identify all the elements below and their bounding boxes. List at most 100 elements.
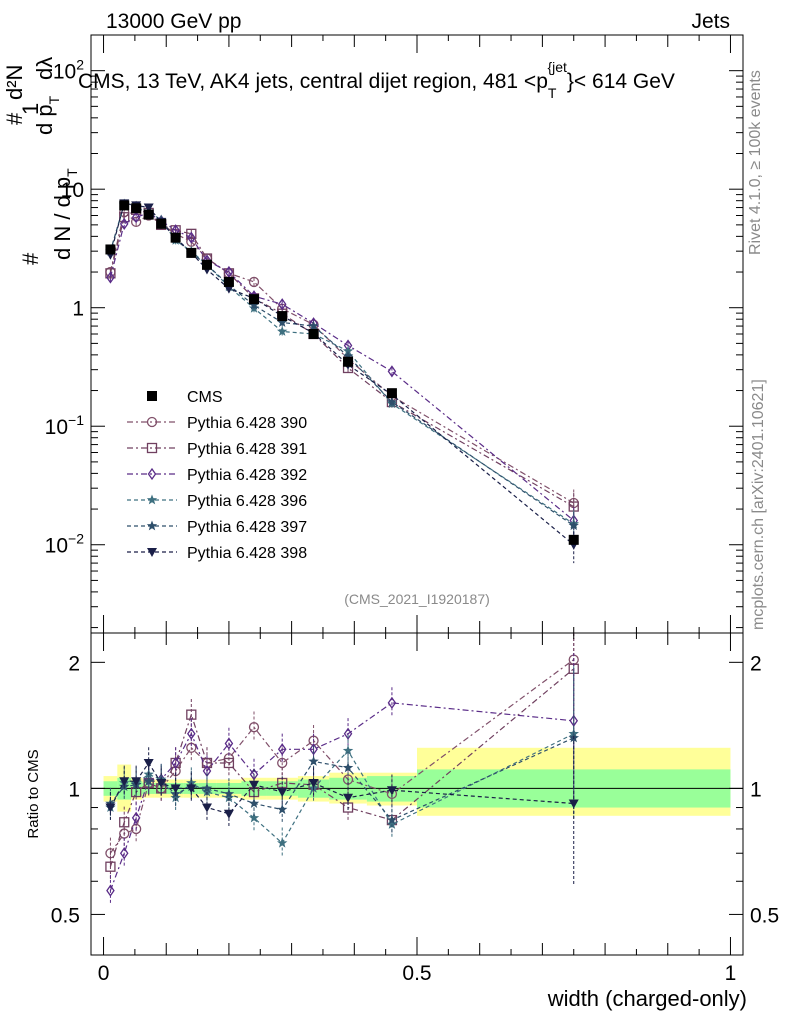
- cms-data-point: [201, 259, 212, 270]
- main-series-point: [248, 276, 260, 288]
- ratio-series-point: [343, 727, 353, 740]
- y-label-dpt: d pT: [32, 95, 62, 135]
- x-tick-label: 0.5: [402, 962, 431, 985]
- ratio-series-point: [131, 811, 141, 825]
- main-series-point: [248, 299, 260, 310]
- main-y-tick-label: 1: [72, 298, 84, 321]
- ratio-series-point: [156, 778, 167, 788]
- legend-marker: [146, 442, 158, 454]
- ratio-series-point: [248, 812, 260, 823]
- legend-entry: CMS: [147, 389, 223, 406]
- ratio-series-point: [223, 792, 235, 803]
- ratio-series-point: [119, 777, 130, 787]
- legend-entry: Pythia 6.428 398: [127, 545, 307, 562]
- ratio-y-tick-label-right: 0.5: [750, 904, 779, 927]
- ratio-y-tick-label: 2: [68, 652, 80, 675]
- main-series-point: [277, 317, 288, 327]
- legend-label: Pythia 6.428 398: [187, 545, 307, 562]
- ratio-series-point: [223, 809, 234, 819]
- ratio-series-point: [186, 784, 197, 794]
- legend-label: Pythia 6.428 391: [187, 441, 307, 458]
- ratio-series-point: [143, 775, 154, 786]
- legend-marker: [146, 520, 158, 531]
- ratio-series-point: [342, 745, 354, 756]
- ratio-series-point: [568, 799, 579, 809]
- cms-data-point: [156, 218, 167, 229]
- main-series-point: [143, 203, 154, 213]
- ratio-series-point: [223, 788, 235, 799]
- ratio-series-point: [170, 792, 181, 803]
- ratio-series-point: [308, 778, 319, 788]
- legend-label: Pythia 6.428 396: [187, 493, 307, 510]
- cms-data-point: [343, 356, 354, 367]
- main-series-point: [342, 350, 354, 361]
- ratio-series-point: [309, 743, 318, 756]
- legend-entry: Pythia 6.428 391: [127, 441, 307, 458]
- main-series-point: [186, 228, 197, 239]
- legend-label: CMS: [187, 389, 223, 406]
- ratio-series-point: [248, 798, 260, 808]
- mcplots-label: mcplots.cern.ch [arXiv:2401.10621]: [750, 379, 767, 630]
- cms-data-point: [277, 311, 288, 322]
- cms-data-point: [131, 203, 142, 214]
- ratio-series-point: [224, 737, 234, 750]
- cms-data-point: [186, 247, 197, 258]
- ratio-y-tick-label-right: 2: [750, 652, 762, 675]
- main-series-point: [342, 345, 354, 356]
- main-y-ticks: 102 10 1 10−1 10−2: [45, 34, 743, 629]
- main-series-point: [119, 217, 129, 230]
- ratio-series-line-4: [109, 733, 574, 845]
- x-tick-label: 1: [725, 962, 737, 985]
- legend-label: Pythia 6.428 397: [187, 519, 307, 536]
- legend-entry: Pythia 6.428 396: [127, 493, 307, 510]
- ratio-series-point: [187, 727, 196, 740]
- cms-data-point: [308, 329, 319, 339]
- ratio-series-point: [277, 804, 288, 814]
- ratio-series-point: [106, 884, 115, 897]
- main-y-tick-label: 10−1: [45, 412, 85, 439]
- main-series-line-3: [109, 212, 575, 521]
- legend-label: Pythia 6.428 390: [187, 415, 307, 432]
- main-series-point: [131, 211, 141, 224]
- ratio-series-point: [201, 803, 212, 813]
- ratio-x-ticks: 0 0.5 1: [98, 633, 737, 985]
- ratio-series-point: [223, 757, 235, 769]
- main-series-line-4: [109, 203, 575, 525]
- analysis-id-label: (CMS_2021_I1920187): [344, 591, 490, 607]
- main-series-line-6: [109, 202, 575, 546]
- main-y-tick-label: 10−2: [45, 531, 85, 558]
- x-tick-label: 0: [98, 962, 110, 985]
- ratio-y-axis-label: Ratio to CMS: [25, 749, 42, 838]
- ratio-series-point: [386, 786, 397, 796]
- legend-entry: Pythia 6.428 397: [127, 519, 307, 536]
- ratio-series-point: [277, 837, 288, 848]
- legend-entry: Pythia 6.428 390: [127, 415, 307, 432]
- cms-data-point: [143, 209, 154, 220]
- ratio-series-point: [248, 722, 260, 733]
- ratio-series-point: [119, 847, 129, 860]
- main-plot-panel: 102 10 1 10−1 10−2 CMS, 13 TeV, AK4 jets, ce…: [2, 34, 744, 634]
- legend-marker: [147, 548, 157, 557]
- ratio-y-tick-label-right: 1: [750, 778, 762, 801]
- legend-marker: [147, 391, 157, 401]
- energy-label: 13000 GeV pp: [106, 10, 241, 33]
- ratio-series-point: [171, 756, 180, 770]
- legend-marker: [146, 494, 158, 505]
- y-label-num-one: 1: [18, 103, 43, 115]
- ratio-series-point: [201, 786, 213, 797]
- main-x-ticks: [103, 35, 731, 633]
- plot-title: CMS, 13 TeV, AK4 jets, central dijet reg…: [78, 59, 675, 101]
- legend: CMS Pythia 6.428 390 Pythia 6.428 391 Pythi…: [127, 389, 307, 562]
- ratio-y-tick-label: 0.5: [51, 904, 80, 927]
- ratio-series-point: [387, 696, 397, 710]
- ratio-series-point: [105, 803, 116, 813]
- category-label: Jets: [691, 10, 730, 33]
- ratio-series-point: [119, 817, 130, 828]
- legend-marker: [147, 467, 157, 481]
- ratio-series-point: [386, 819, 398, 829]
- ratio-series-point: [386, 814, 398, 825]
- y-label-dlambda: dλ: [32, 57, 57, 80]
- cms-data-point: [386, 388, 397, 399]
- cms-data-point: [223, 276, 234, 287]
